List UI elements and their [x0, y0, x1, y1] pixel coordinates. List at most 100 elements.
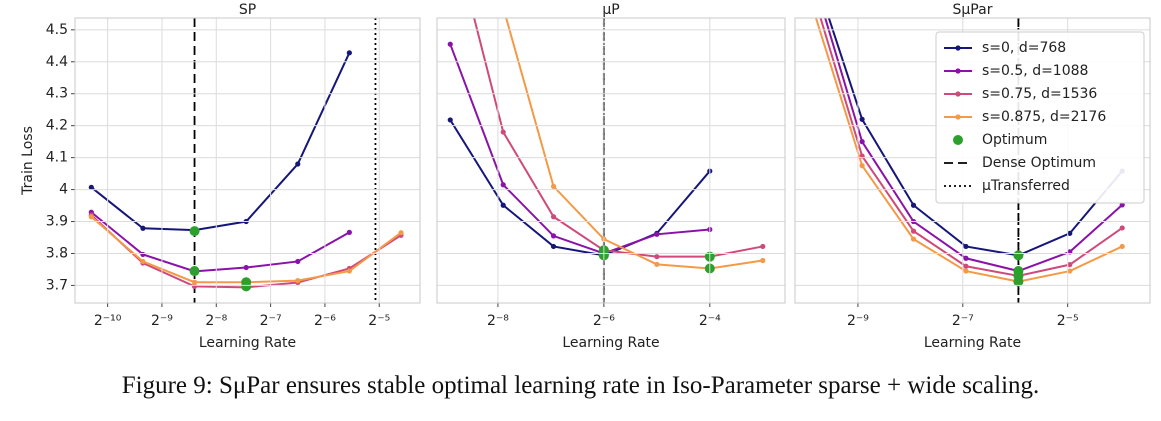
- data-point: [140, 251, 146, 258]
- data-point: [963, 263, 969, 269]
- legend-box: [935, 31, 1145, 204]
- data-point: [550, 243, 557, 250]
- x-tick-label: 2⁻⁴: [699, 313, 721, 329]
- legend-marker: [955, 45, 961, 51]
- optimum-point: [241, 277, 252, 288]
- x-tick-label: 2⁻⁹: [151, 313, 173, 329]
- data-point: [550, 233, 557, 239]
- data-point: [1067, 268, 1073, 274]
- data-point: [1119, 243, 1125, 250]
- x-tick-label: 2⁻⁸: [487, 313, 509, 329]
- legend-label: s=0.5, d=1088: [982, 63, 1088, 79]
- legend-label: μTransferred: [982, 178, 1070, 194]
- data-point: [1119, 225, 1125, 231]
- series-line: [449, 43, 710, 255]
- legend-marker: [955, 114, 961, 120]
- legend-label: s=0.875, d=2176: [982, 109, 1106, 125]
- data-point: [910, 202, 917, 208]
- data-point: [500, 182, 506, 188]
- panel-title: SP: [239, 2, 256, 18]
- data-point: [295, 278, 301, 284]
- data-point: [859, 139, 865, 145]
- y-tick-label: 4.3: [46, 86, 68, 102]
- data-point: [88, 184, 94, 190]
- data-point: [760, 243, 766, 250]
- y-tick-label: 4.5: [46, 22, 68, 38]
- panel-title: μP: [602, 2, 619, 18]
- data-point: [654, 254, 660, 260]
- data-point: [191, 279, 198, 285]
- x-axis-label: Learning Rate: [562, 335, 659, 351]
- data-point: [346, 229, 352, 235]
- axes-frame: [74, 17, 421, 304]
- figure: 3.7 3.8 3.9 4 4.1 4.2 4.3 4.4 4.5 2⁻¹⁰ 2⁻⁹ 2⁻⁸ 2⁻⁷ 2⁻…: [20, 2, 1151, 351]
- data-point: [550, 214, 557, 220]
- data-point: [910, 236, 917, 242]
- data-point: [859, 116, 865, 122]
- x-tick-label: 2⁻⁶: [314, 313, 336, 329]
- data-point: [243, 264, 249, 271]
- plot-area: [814, 18, 1125, 303]
- legend-label: Optimum: [982, 132, 1047, 148]
- x-tick-label: 2⁻⁷: [260, 313, 282, 329]
- y-tick-label: 4.4: [46, 54, 68, 70]
- x-axis-label: Learning Rate: [199, 335, 296, 351]
- x-tick-label: 2⁻⁵: [368, 313, 390, 329]
- data-point: [140, 258, 146, 265]
- optimum-point: [1013, 276, 1024, 287]
- data-point: [1119, 202, 1125, 208]
- y-tick-label: 4: [59, 182, 68, 198]
- series-line: [505, 18, 763, 270]
- plot-area: [88, 18, 404, 303]
- series-line: [449, 119, 711, 257]
- optimum-point: [1013, 250, 1024, 261]
- y-tick-label: 3.8: [46, 245, 68, 261]
- data-point: [500, 202, 506, 208]
- x-axis-label: Learning Rate: [924, 335, 1021, 351]
- data-point: [760, 257, 766, 264]
- caption: Figure 9: SμPar ensures stable optimal l…: [121, 372, 1040, 399]
- x-tick-label: 2⁻⁹: [847, 313, 869, 329]
- data-point: [1067, 230, 1073, 236]
- data-point: [500, 129, 506, 135]
- data-point: [346, 50, 352, 56]
- x-tick-label: 2⁻⁵: [1057, 313, 1079, 329]
- y-tick-label: 3.9: [46, 214, 68, 230]
- data-point: [398, 230, 404, 236]
- x-tick-label: 2⁻⁷: [952, 313, 974, 329]
- optimum-point: [189, 266, 200, 277]
- legend-label: s=0, d=768: [982, 40, 1066, 56]
- legend-marker: [953, 135, 963, 145]
- x-tick-label: 2⁻¹⁰: [94, 313, 122, 329]
- plot-area: [447, 5, 766, 303]
- series-line: [90, 211, 350, 273]
- data-point: [1067, 262, 1073, 268]
- data-point: [654, 231, 660, 237]
- axes-frame: [436, 17, 786, 304]
- y-tick-label: 4.2: [46, 118, 68, 134]
- legend-marker: [955, 68, 961, 74]
- data-point: [963, 243, 969, 250]
- y-tick-label: 4.1: [46, 150, 68, 166]
- data-point: [654, 261, 660, 267]
- legend-label: Dense Optimum: [982, 155, 1096, 171]
- data-point: [88, 214, 94, 220]
- data-point: [910, 228, 917, 234]
- panel-title: SμPar: [953, 2, 993, 18]
- x-tick-label: 2⁻⁸: [205, 313, 227, 329]
- legend-marker: [955, 91, 961, 97]
- data-point: [963, 255, 969, 261]
- y-tick-label: 3.7: [46, 277, 68, 293]
- legend-label: s=0.75, d=1536: [982, 86, 1097, 102]
- data-point: [963, 268, 969, 274]
- data-point: [346, 268, 352, 274]
- axes-frame: [794, 17, 1151, 304]
- data-point: [501, 5, 506, 10]
- data-point: [447, 117, 453, 123]
- series-line: [473, 18, 763, 258]
- data-point: [295, 161, 301, 167]
- series-line: [90, 52, 351, 232]
- y-axis-label: Train Loss: [20, 126, 36, 196]
- data-point: [550, 183, 557, 189]
